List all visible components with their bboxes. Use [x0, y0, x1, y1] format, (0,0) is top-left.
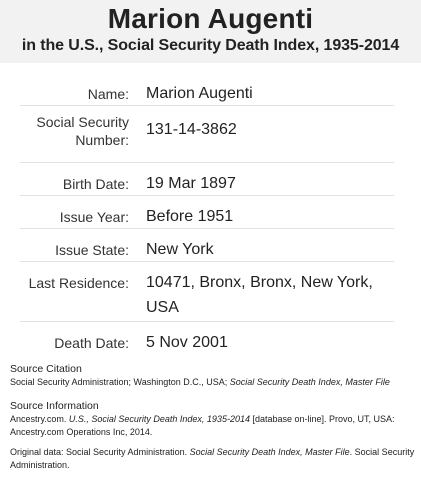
field-row-last-residence: Last Residence: 10471, Bronx, Bronx, New… [20, 262, 394, 322]
info-part-3: [database on-line]. Provo, UT, USA: Ance… [10, 414, 395, 437]
original-data: Original data: Social Security Administr… [10, 446, 415, 472]
source-information-text: Ancestry.com. U.S., Social Security Deat… [10, 413, 415, 439]
field-label: Last Residence: [28, 275, 129, 291]
field-row-birth-date: Birth Date: 19 Mar 1897 [20, 163, 394, 196]
collection-subtitle: in the U.S., Social Security Death Index… [21, 37, 400, 54]
field-label: Social Security Number: [36, 114, 129, 148]
field-value: Marion Augenti [146, 85, 253, 102]
field-row-death-date: Death Date: 5 Nov 2001 [20, 322, 394, 355]
record-header: Marion Augenti in the U.S., Social Secur… [0, 0, 421, 63]
source-information-heading: Source Information [10, 400, 99, 412]
original-part-2: Social Security Death Index, Master File [189, 447, 350, 457]
field-value: New York [146, 241, 214, 258]
record-fields: Name: Marion Augenti Social Security Num… [20, 73, 394, 355]
source-citation: Source Citation Social Security Administ… [10, 362, 415, 389]
source-information: Source Information Ancestry.com. U.S., S… [10, 399, 415, 439]
field-value: 10471, Bronx, Bronx, New York, USA [146, 274, 373, 316]
source-citation-heading: Source Citation [10, 363, 82, 375]
field-label: Issue State: [55, 242, 129, 258]
field-row-issue-state: Issue State: New York [20, 229, 394, 262]
field-value: 5 Nov 2001 [146, 334, 228, 351]
citation-italic: Social Security Death Index, Master File [229, 377, 390, 387]
field-label: Birth Date: [62, 176, 129, 192]
field-row-ssn: Social Security Number: 131-14-3862 [20, 106, 394, 163]
field-row-issue-year: Issue Year: Before 1951 [20, 196, 394, 229]
original-data-text: Original data: Social Security Administr… [10, 446, 415, 472]
field-label: Death Date: [54, 335, 129, 351]
original-part-3: . Social Security Administration. [10, 447, 415, 470]
field-value: Before 1951 [146, 208, 234, 225]
info-part-2: U.S., Social Security Death Index, 1935-… [68, 414, 250, 424]
field-label: Name: [87, 86, 129, 102]
citation-plain: Social Security Administration; Washingt… [10, 377, 230, 387]
source-section: Source Citation Social Security Administ… [10, 362, 415, 482]
original-part-1: Original data: Social Security Administr… [10, 447, 190, 457]
field-label: Issue Year: [59, 209, 129, 225]
source-citation-text: Social Security Administration; Washingt… [10, 376, 415, 389]
page-title: Marion Augenti [107, 3, 314, 34]
field-value: 131-14-3862 [146, 121, 237, 138]
field-value: 19 Mar 1897 [146, 175, 236, 192]
field-row-name: Name: Marion Augenti [20, 73, 394, 106]
info-part-1: Ancestry.com. [10, 414, 69, 424]
